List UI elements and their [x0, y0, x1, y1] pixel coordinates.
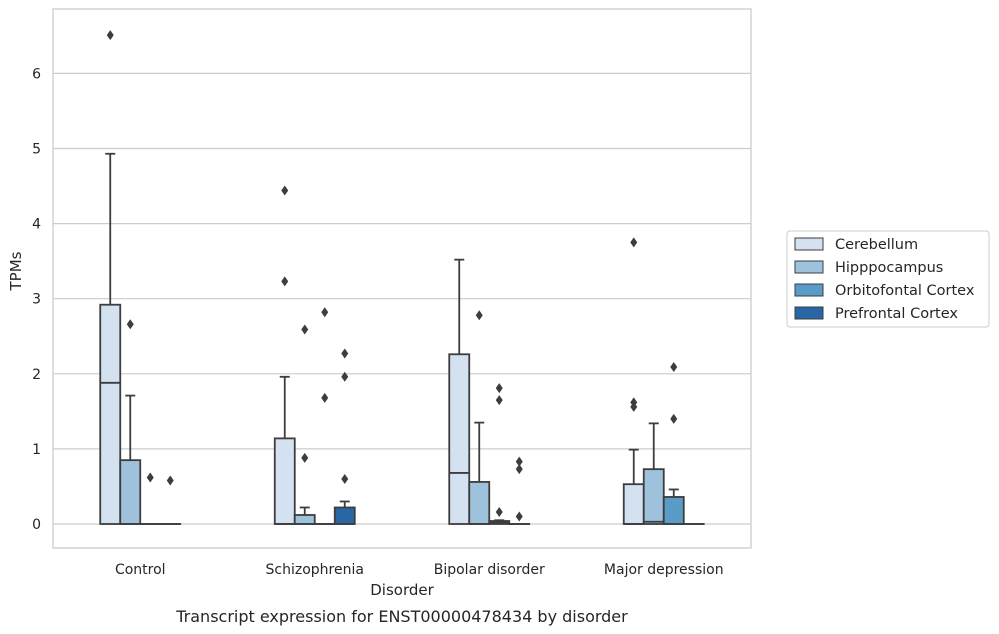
box-body-0-2 [448, 353, 471, 525]
box-2-0 [139, 472, 162, 525]
box-0-0 [99, 30, 122, 525]
y-tick-label-0: 0 [32, 517, 41, 533]
box-body-1-3 [642, 468, 665, 525]
outlier-3-0-0 [166, 475, 174, 486]
outlier-3-2-1 [515, 464, 523, 475]
outlier-1-0-0 [126, 319, 134, 330]
outlier-3-1-2 [341, 473, 349, 484]
legend-label-1: Hipppocampus [835, 260, 943, 276]
box-1-1 [293, 324, 316, 525]
box-1-0 [119, 319, 142, 525]
grid-lines [53, 72, 751, 525]
y-tick-label-1: 1 [32, 442, 41, 458]
series-0 [99, 30, 645, 525]
x-tick-label-1: Schizophrenia [266, 562, 364, 578]
box-0-2 [448, 258, 471, 525]
x-tick-label-0: Control [115, 562, 166, 578]
box-body-0-1 [273, 437, 296, 525]
outlier-1-2-0 [475, 310, 483, 321]
outlier-3-1-0 [341, 348, 349, 359]
y-axis-label: TPMs [7, 251, 25, 291]
outlier-3-1-1 [341, 371, 349, 382]
box-body-3-1 [333, 506, 356, 525]
box-series [99, 30, 705, 525]
outlier-1-1-1 [301, 452, 309, 463]
outlier-2-1-0 [321, 307, 329, 318]
box-0-1 [273, 185, 296, 525]
outlier-0-3-0 [630, 237, 638, 248]
outlier-2-2-2 [495, 506, 503, 517]
legend-swatch-1 [794, 260, 824, 274]
legend-label-0: Cerebellum [835, 237, 918, 253]
x-tick-label-2: Bipolar disorder [434, 562, 545, 578]
box-2-2 [488, 383, 511, 525]
outlier-2-1-1 [321, 392, 329, 403]
box-2-1 [313, 307, 336, 525]
outlier-2-0-0 [146, 472, 154, 483]
series-3 [159, 348, 705, 525]
plot-area-frame [52, 8, 752, 549]
box-3-1 [333, 348, 356, 525]
series-2 [139, 307, 685, 525]
x-axis-ticks: Control Schizophrenia Bipolar disorder Majo… [115, 562, 724, 578]
outlier-2-2-1 [495, 395, 503, 406]
outlier-2-3-0 [670, 362, 678, 373]
box-1-2 [468, 310, 491, 525]
outlier-0-0-0 [106, 30, 114, 41]
outlier-2-2-0 [495, 383, 503, 394]
box-2-3 [662, 362, 685, 525]
outlier-0-1-1 [281, 276, 289, 287]
box-body-0-0 [99, 303, 122, 525]
y-axis-ticks: 0 1 2 3 4 5 6 [32, 66, 41, 533]
y-tick-label-4: 4 [32, 217, 41, 233]
box-3-2 [508, 456, 531, 525]
box-body-1-2 [468, 481, 491, 525]
x-tick-label-3: Major depression [604, 562, 724, 578]
outlier-0-3-2 [630, 401, 638, 412]
legend-swatch-3 [794, 306, 824, 320]
box-body-1-1 [293, 514, 316, 525]
box-1-3 [642, 422, 665, 525]
legend-swatch-2 [794, 283, 824, 297]
legend-label-2: Orbitofontal Cortex [835, 283, 975, 299]
legend-frame [786, 230, 990, 328]
box-0-3 [622, 237, 645, 525]
y-tick-label-3: 3 [32, 292, 41, 308]
y-tick-label-6: 6 [32, 66, 41, 82]
outlier-2-3-1 [670, 413, 678, 424]
legend: Cerebellum Hipppocampus Orbitofontal Corte… [786, 230, 990, 328]
y-tick-label-5: 5 [32, 142, 41, 158]
box-3-0 [159, 475, 182, 525]
outlier-3-2-0 [515, 456, 523, 467]
box-body-0-3 [622, 483, 645, 525]
outlier-1-1-0 [301, 324, 309, 335]
chart-caption: Transcript expression for ENST0000047843… [175, 607, 628, 626]
outlier-3-2-2 [515, 511, 523, 522]
legend-swatch-0 [794, 237, 824, 251]
y-tick-label-2: 2 [32, 367, 41, 383]
x-axis-label: Disorder [370, 581, 434, 599]
legend-label-3: Prefrontal Cortex [835, 306, 958, 322]
outlier-0-1-0 [281, 185, 289, 196]
box-body-1-0 [119, 459, 142, 525]
box-body-2-3 [662, 496, 685, 525]
series-1 [119, 310, 665, 525]
